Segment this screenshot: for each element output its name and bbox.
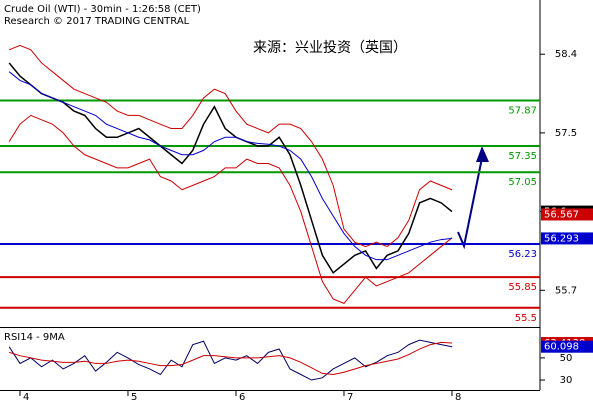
y-tick-label: 57.5 — [555, 128, 577, 139]
series-line — [8, 71, 453, 261]
level-label: 55.85 — [508, 282, 537, 293]
level-label: 57.35 — [508, 151, 537, 162]
y-tick-label: 58.4 — [555, 49, 577, 60]
last-value-label: 56.567 — [544, 209, 579, 220]
last-value-box — [541, 232, 593, 245]
source-annotation: 来源：兴业投资（英国） — [253, 39, 407, 56]
rsi-title: RSI14 - 9MA — [4, 332, 65, 343]
last-value-box — [541, 340, 593, 353]
series-line — [8, 114, 453, 304]
x-tick-label: 7 — [347, 392, 353, 403]
x-tick-label: 5 — [131, 392, 137, 403]
y-tick-label: 30 — [560, 375, 573, 386]
chart-subtitle: Research © 2017 TRADING CENTRAL — [4, 16, 190, 27]
x-tick-label: 8 — [455, 392, 461, 403]
chart-title: Crude Oil (WTI) - 30min - 1:26:58 (CET) — [4, 4, 201, 15]
series-line — [9, 341, 453, 376]
forecast-arrow — [457, 146, 489, 250]
x-tick-label: 4 — [23, 392, 29, 403]
last-value-label: 56.293 — [544, 233, 579, 244]
level-label: 55.5 — [515, 313, 537, 324]
last-value-label: 60.098 — [544, 342, 579, 353]
y-tick-label: 50 — [560, 353, 573, 364]
last-value-box — [541, 208, 593, 221]
series-line — [8, 44, 453, 248]
y-tick-label: 55.7 — [555, 285, 577, 296]
level-label: 56.23 — [508, 249, 537, 260]
level-label: 57.87 — [508, 106, 537, 117]
series-line — [8, 62, 453, 274]
x-tick-label: 6 — [239, 392, 245, 403]
series-line — [8, 339, 453, 381]
level-label: 57.05 — [508, 177, 537, 188]
